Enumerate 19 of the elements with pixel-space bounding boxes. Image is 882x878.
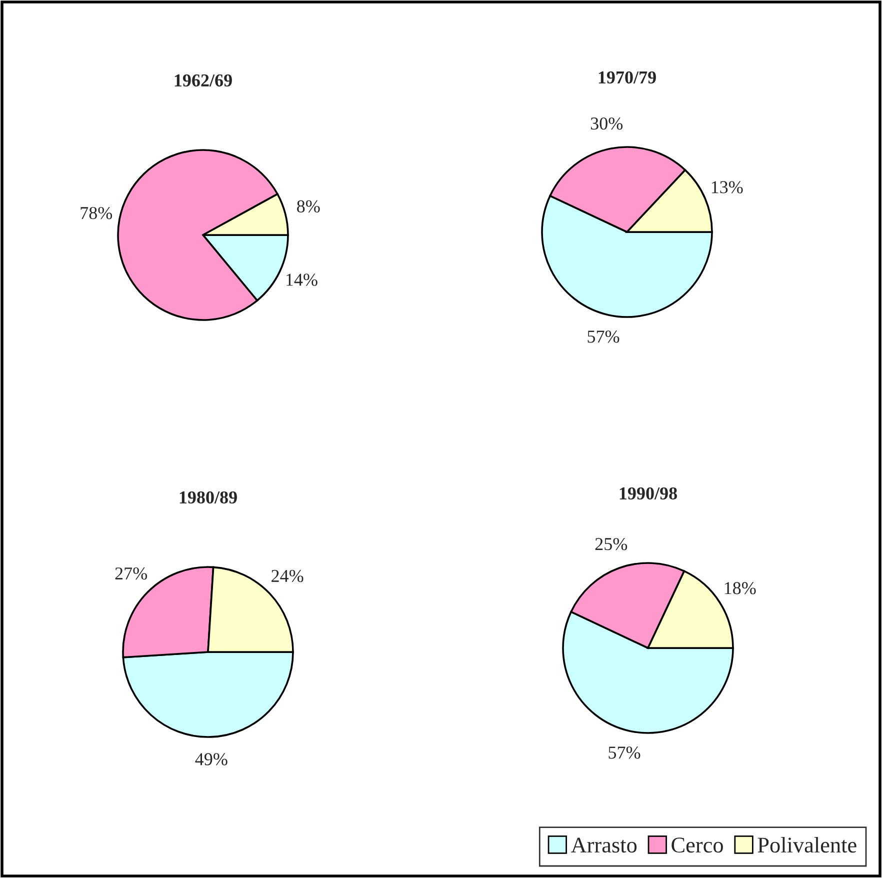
data-label: 25% [595,538,628,550]
data-label: 49% [195,753,228,766]
data-label: 57% [588,330,620,343]
legend-label: Polivalente [758,836,856,853]
data-label: 18% [724,582,756,594]
data-label: 8% [297,200,320,213]
data-label: 57% [608,746,640,759]
data-label: 24% [272,570,304,582]
data-label: 27% [115,567,147,580]
chart-title: 1980/89 [180,491,237,504]
data-label: 13% [712,181,743,194]
chart-title: 1962/69 [174,74,232,87]
data-label: 14% [286,274,318,286]
data-label: 30% [590,117,623,130]
data-label: 78% [80,206,112,220]
legend-label: Arrasto [570,838,637,853]
chart-title: 1970/79 [598,71,656,84]
legend-label: Cerco [672,838,723,853]
chart-title: 1990/98 [620,487,677,500]
